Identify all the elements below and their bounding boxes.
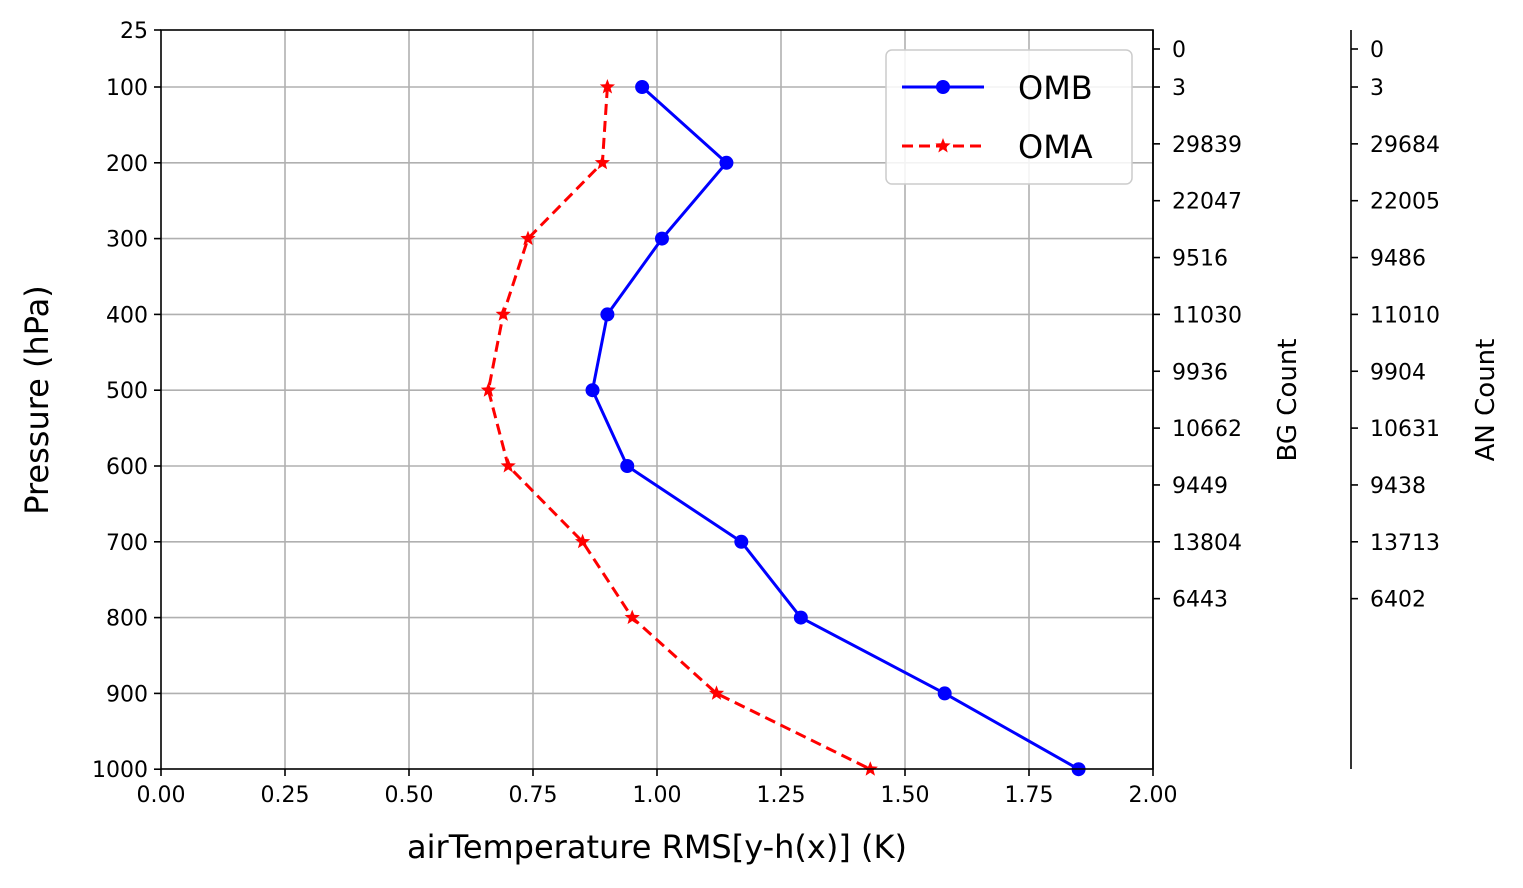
y-tick-label: 25 — [120, 19, 148, 44]
y-tick-label: 600 — [106, 455, 148, 480]
an-count-tick-label: 22005 — [1370, 190, 1440, 215]
bg-count-label: BG Count — [1273, 338, 1303, 461]
x-tick-label: 1.75 — [1005, 783, 1054, 808]
an-count-tick-label: 6402 — [1370, 588, 1426, 613]
an-count-tick-label: 9486 — [1370, 247, 1426, 272]
x-tick-label: 0.00 — [137, 783, 186, 808]
y-tick-label: 700 — [106, 531, 148, 556]
oma-line — [486, 86, 871, 771]
legend: OMB OMA — [885, 49, 1133, 185]
an-count-tick-label: 11010 — [1370, 303, 1440, 328]
x-tick-label: 0.25 — [261, 783, 310, 808]
y-tick-label: 400 — [106, 303, 148, 328]
legend-oma-marker — [935, 138, 951, 153]
an-count-axis: 0 3 29684 22005 9486 11010 9904 10631 9438 13713 6… — [1350, 30, 1440, 769]
an-count-label: AN Count — [1471, 339, 1501, 462]
y-tick-label: 300 — [106, 228, 148, 253]
an-count-tick-label: 13713 — [1370, 531, 1440, 556]
y-tick-label: 100 — [106, 76, 148, 101]
omb-point — [719, 155, 734, 170]
y-tick-label: 200 — [106, 152, 148, 177]
y-axis-ticks: 25 100 200 300 400 500 600 700 800 900 1000 — [92, 19, 161, 783]
omb-point — [937, 686, 952, 701]
x-tick-label: 1.25 — [757, 783, 806, 808]
series-layer — [480, 79, 1086, 777]
omb-point — [734, 534, 749, 549]
bg-count-tick-label: 29839 — [1172, 133, 1242, 158]
y-tick-label: 800 — [106, 607, 148, 632]
omb-point — [585, 383, 600, 398]
x-tick-label: 2.00 — [1129, 783, 1178, 808]
oma-point — [495, 306, 511, 321]
oma-point — [480, 382, 496, 397]
omb-point — [654, 231, 669, 246]
an-count-tick-label: 9438 — [1370, 474, 1426, 499]
bg-count-tick-label: 10662 — [1172, 417, 1242, 442]
oma-point — [624, 609, 640, 625]
an-count-tick-label: 29684 — [1370, 133, 1440, 158]
x-axis-ticks: 0.00 0.25 0.50 0.75 1.00 1.25 1.50 1.75 2.00 — [137, 769, 1178, 808]
y-axis-label: Pressure (hPa) — [18, 285, 56, 515]
x-tick-label: 1.00 — [633, 783, 682, 808]
bg-count-tick-label: 0 — [1172, 38, 1186, 63]
x-axis-label: airTemperature RMS[y-h(x)] (K) — [407, 828, 907, 866]
bg-count-tick-label: 22047 — [1172, 190, 1242, 215]
oma-point — [520, 230, 536, 246]
omb-point — [635, 80, 650, 94]
oma-point — [575, 533, 591, 549]
bg-count-tick-label: 6443 — [1172, 588, 1228, 613]
legend-omb-label: OMB — [1018, 69, 1093, 107]
oma-point — [594, 154, 610, 170]
omb-line — [591, 85, 1080, 771]
an-count-tick-label: 3 — [1370, 76, 1384, 101]
oma-point — [599, 79, 615, 94]
y-tick-label: 1000 — [92, 758, 148, 783]
omb-point — [600, 307, 615, 322]
bg-count-tick-label: 3 — [1172, 76, 1186, 101]
y-tick-label: 500 — [106, 379, 148, 404]
an-count-tick-label: 10631 — [1370, 417, 1440, 442]
an-count-tick-label: 0 — [1370, 38, 1384, 63]
bg-count-tick-label: 11030 — [1172, 303, 1242, 328]
legend-box — [885, 49, 1133, 185]
bg-count-axis: 0 3 29839 22047 9516 11030 9936 10662 9449 13804 6… — [1152, 30, 1242, 769]
legend-oma-label: OMA — [1018, 128, 1093, 166]
x-tick-label: 0.75 — [509, 783, 558, 808]
bg-count-tick-label: 9449 — [1172, 474, 1228, 499]
y-tick-label: 900 — [106, 682, 148, 707]
oma-point — [708, 685, 725, 700]
x-tick-label: 0.50 — [385, 783, 434, 808]
x-tick-label: 1.50 — [881, 783, 930, 808]
omb-point — [620, 459, 635, 473]
bg-count-tick-label: 9516 — [1172, 247, 1228, 272]
legend-omb-marker — [936, 80, 950, 94]
bg-count-tick-label: 9936 — [1172, 360, 1228, 385]
an-count-tick-label: 9904 — [1370, 360, 1426, 385]
oma-point — [500, 458, 516, 473]
bg-count-tick-label: 13804 — [1172, 531, 1242, 556]
omb-point — [793, 610, 808, 625]
